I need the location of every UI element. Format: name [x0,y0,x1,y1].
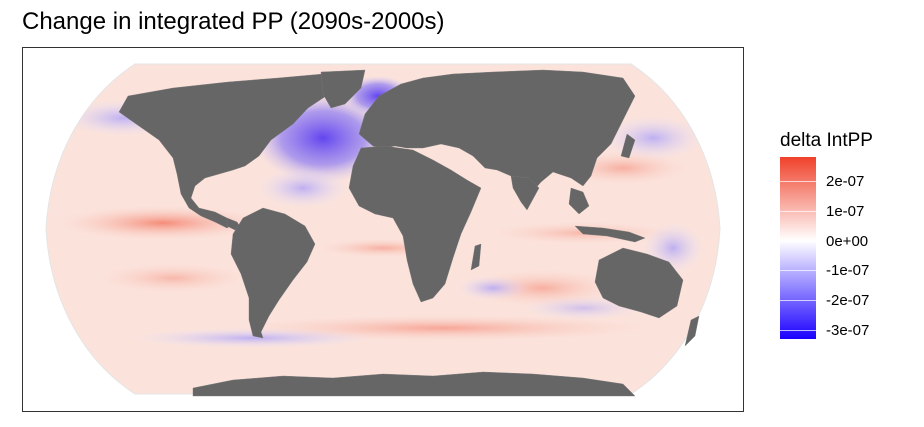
southeast-asia [568,187,590,215]
legend-tick-label: 1e-07 [826,202,865,220]
legend-tick-label: -3e-07 [826,322,870,340]
legend-tick-mark [780,270,816,272]
legend-colorbar [780,157,816,339]
australia [594,247,684,319]
japan [620,133,636,159]
antarctica [192,371,636,397]
land [118,69,700,397]
map-panel [22,47,744,412]
chart-title: Change in integrated PP (2090s-2000s) [22,8,445,35]
legend-tick-mark [780,330,816,332]
greenland [320,69,366,109]
legend-tick-label: 2e-07 [826,172,865,190]
legend-title: delta IntPP [780,130,873,151]
africa [348,145,482,303]
legend-tick-label: -1e-07 [826,262,870,280]
madagascar [470,243,482,271]
legend-tick-mark [780,240,816,242]
world-map [45,63,721,397]
legend-tick-mark [780,180,816,182]
eurasia [358,69,636,197]
indonesia [574,225,646,243]
legend-tick-mark [780,300,816,302]
india [510,175,540,211]
new-zealand [684,315,700,347]
south-america [230,207,316,339]
legend-tick-mark [780,210,816,212]
legend-tick-label: -2e-07 [826,292,870,310]
legend-tick-label: 0e+00 [826,232,869,250]
